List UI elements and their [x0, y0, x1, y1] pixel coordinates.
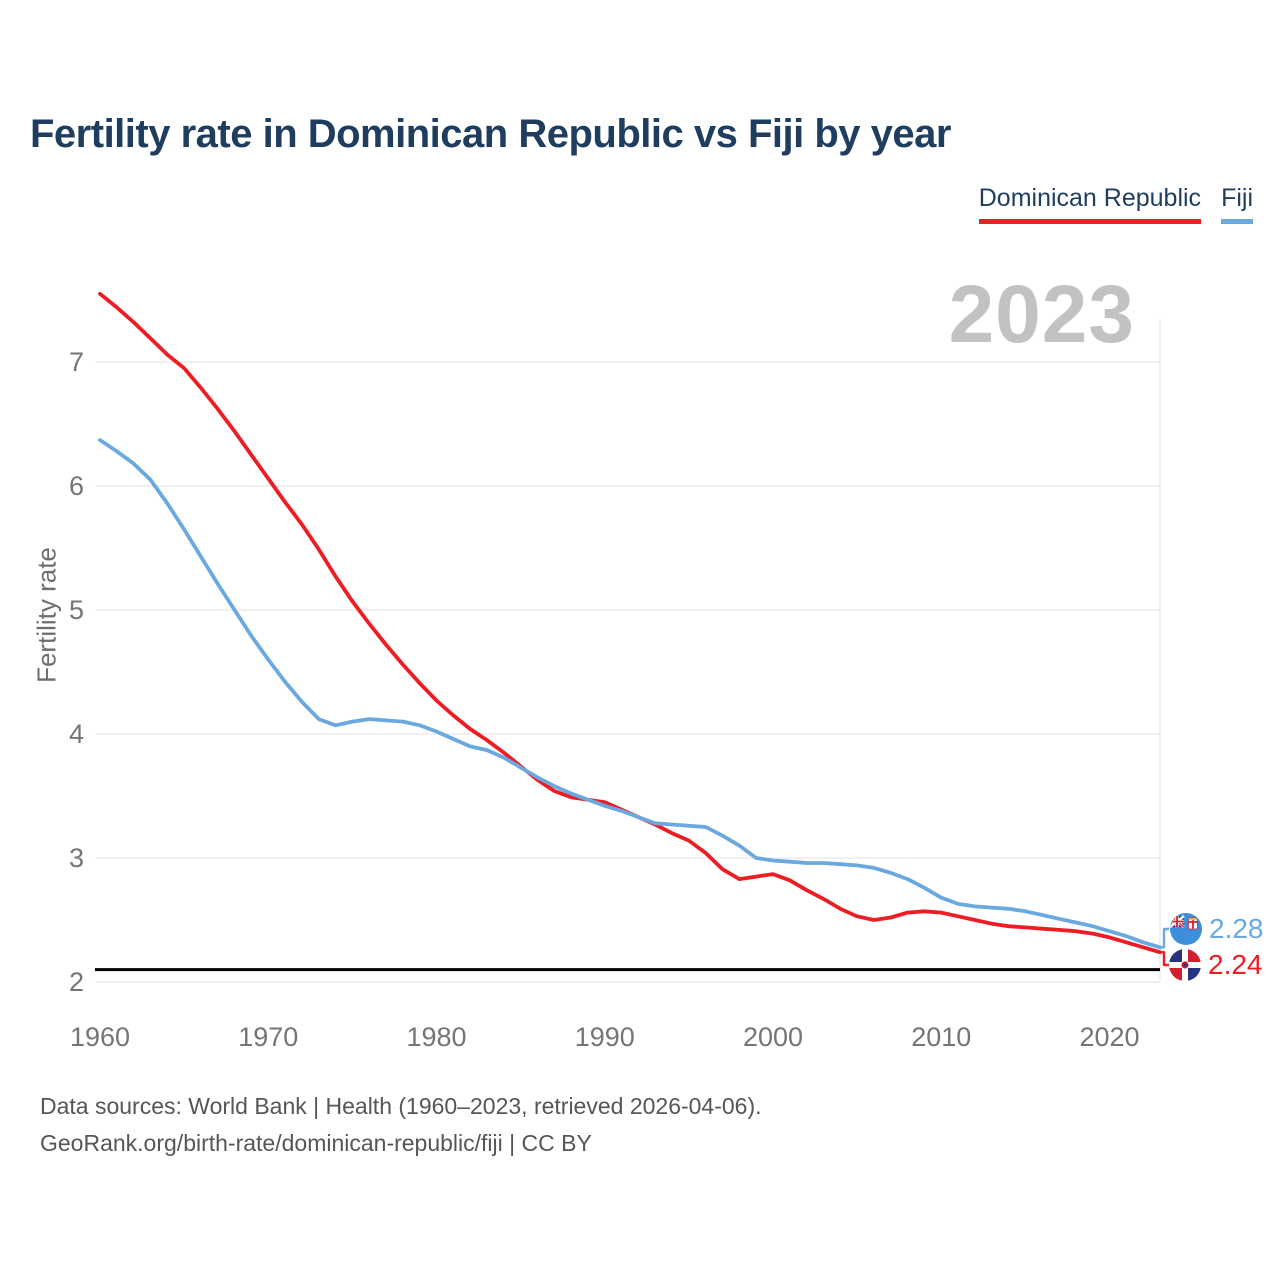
x-tick-label: 1970	[238, 1022, 298, 1052]
chart-title: Fertility rate in Dominican Republic vs …	[30, 112, 951, 156]
end-value-fiji: 2.28	[1209, 913, 1264, 944]
series-line-dominican-republic[interactable]	[98, 291, 1162, 955]
legend-item-dominican-republic[interactable]: Dominican Republic	[978, 184, 1202, 224]
x-tick-label: 2020	[1079, 1022, 1139, 1052]
legend: Dominican Republic Fiji	[978, 184, 1253, 224]
x-tick-label: 1990	[575, 1022, 635, 1052]
series-line-fiji[interactable]	[98, 438, 1162, 950]
y-tick-label: 5	[69, 595, 84, 625]
y-tick-label: 2	[69, 967, 84, 997]
data-source-line1: Data sources: World Bank | Health (1960–…	[40, 1093, 762, 1119]
x-tick-label: 2000	[743, 1022, 803, 1052]
x-tick-label: 1980	[406, 1022, 466, 1052]
year-watermark: 2023	[948, 269, 1135, 360]
legend-label-dominican-republic: Dominican Republic	[978, 184, 1202, 212]
x-tick-label: 1960	[70, 1022, 130, 1052]
end-label-dominican-republic[interactable]: 2.24	[1169, 949, 1263, 981]
data-source-line2: GeoRank.org/birth-rate/dominican-republi…	[40, 1130, 592, 1156]
label-connector-fiji	[1157, 927, 1169, 949]
data-source-note: Data sources: World Bank | Health (1960–…	[40, 1088, 762, 1162]
x-tick-label: 2010	[911, 1022, 971, 1052]
fiji-flag-icon	[1170, 913, 1202, 945]
y-tick-label: 6	[69, 471, 84, 501]
legend-item-fiji[interactable]: Fiji	[1221, 184, 1253, 224]
label-connector-dominican-republic	[1157, 951, 1169, 967]
end-value-dominican-republic: 2.24	[1208, 949, 1263, 980]
dominican-republic-flag-icon	[1169, 949, 1201, 981]
legend-label-fiji: Fiji	[1221, 184, 1253, 212]
y-tick-label: 7	[69, 347, 84, 377]
end-label-fiji[interactable]: 2.28	[1170, 913, 1264, 945]
y-tick-label: 3	[69, 843, 84, 873]
y-tick-label: 4	[69, 719, 84, 749]
